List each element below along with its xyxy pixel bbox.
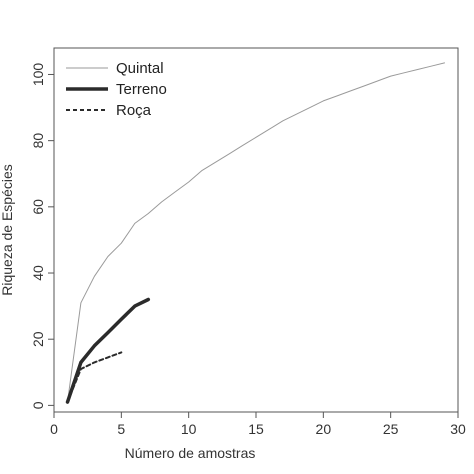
y-tick-label: 40 (30, 265, 46, 281)
y-axis: 0 20 40 60 80 100 (30, 63, 54, 409)
series-layer (65, 62, 445, 404)
x-tick-label: 30 (450, 421, 466, 437)
x-tick-label: 0 (50, 421, 58, 437)
y-tick-label: 0 (30, 401, 46, 409)
x-tick-label: 10 (181, 421, 197, 437)
y-tick-label: 20 (30, 331, 46, 347)
series-line-terreno (65, 297, 151, 404)
x-tick-label: 5 (117, 421, 125, 437)
y-axis-title: Riqueza de Espécies (0, 164, 15, 296)
legend-label: Terreno (116, 81, 167, 98)
x-axis-title: Número de amostras (125, 445, 256, 461)
x-tick-label: 15 (248, 421, 264, 437)
legend-label: Quintal (116, 60, 164, 77)
series-line-quintal (67, 62, 445, 403)
x-tick-label: 20 (316, 421, 332, 437)
y-tick-label: 80 (30, 133, 46, 149)
y-tick-label: 100 (30, 63, 46, 87)
series-line-ro-a (66, 351, 123, 404)
legend: Quintal Terreno Roça (66, 60, 167, 119)
x-tick-label: 25 (383, 421, 399, 437)
x-axis: 0 5 10 15 20 25 30 (50, 412, 466, 437)
plot-frame (53, 47, 459, 413)
y-tick-label: 60 (30, 199, 46, 215)
legend-label: Roça (116, 102, 152, 119)
